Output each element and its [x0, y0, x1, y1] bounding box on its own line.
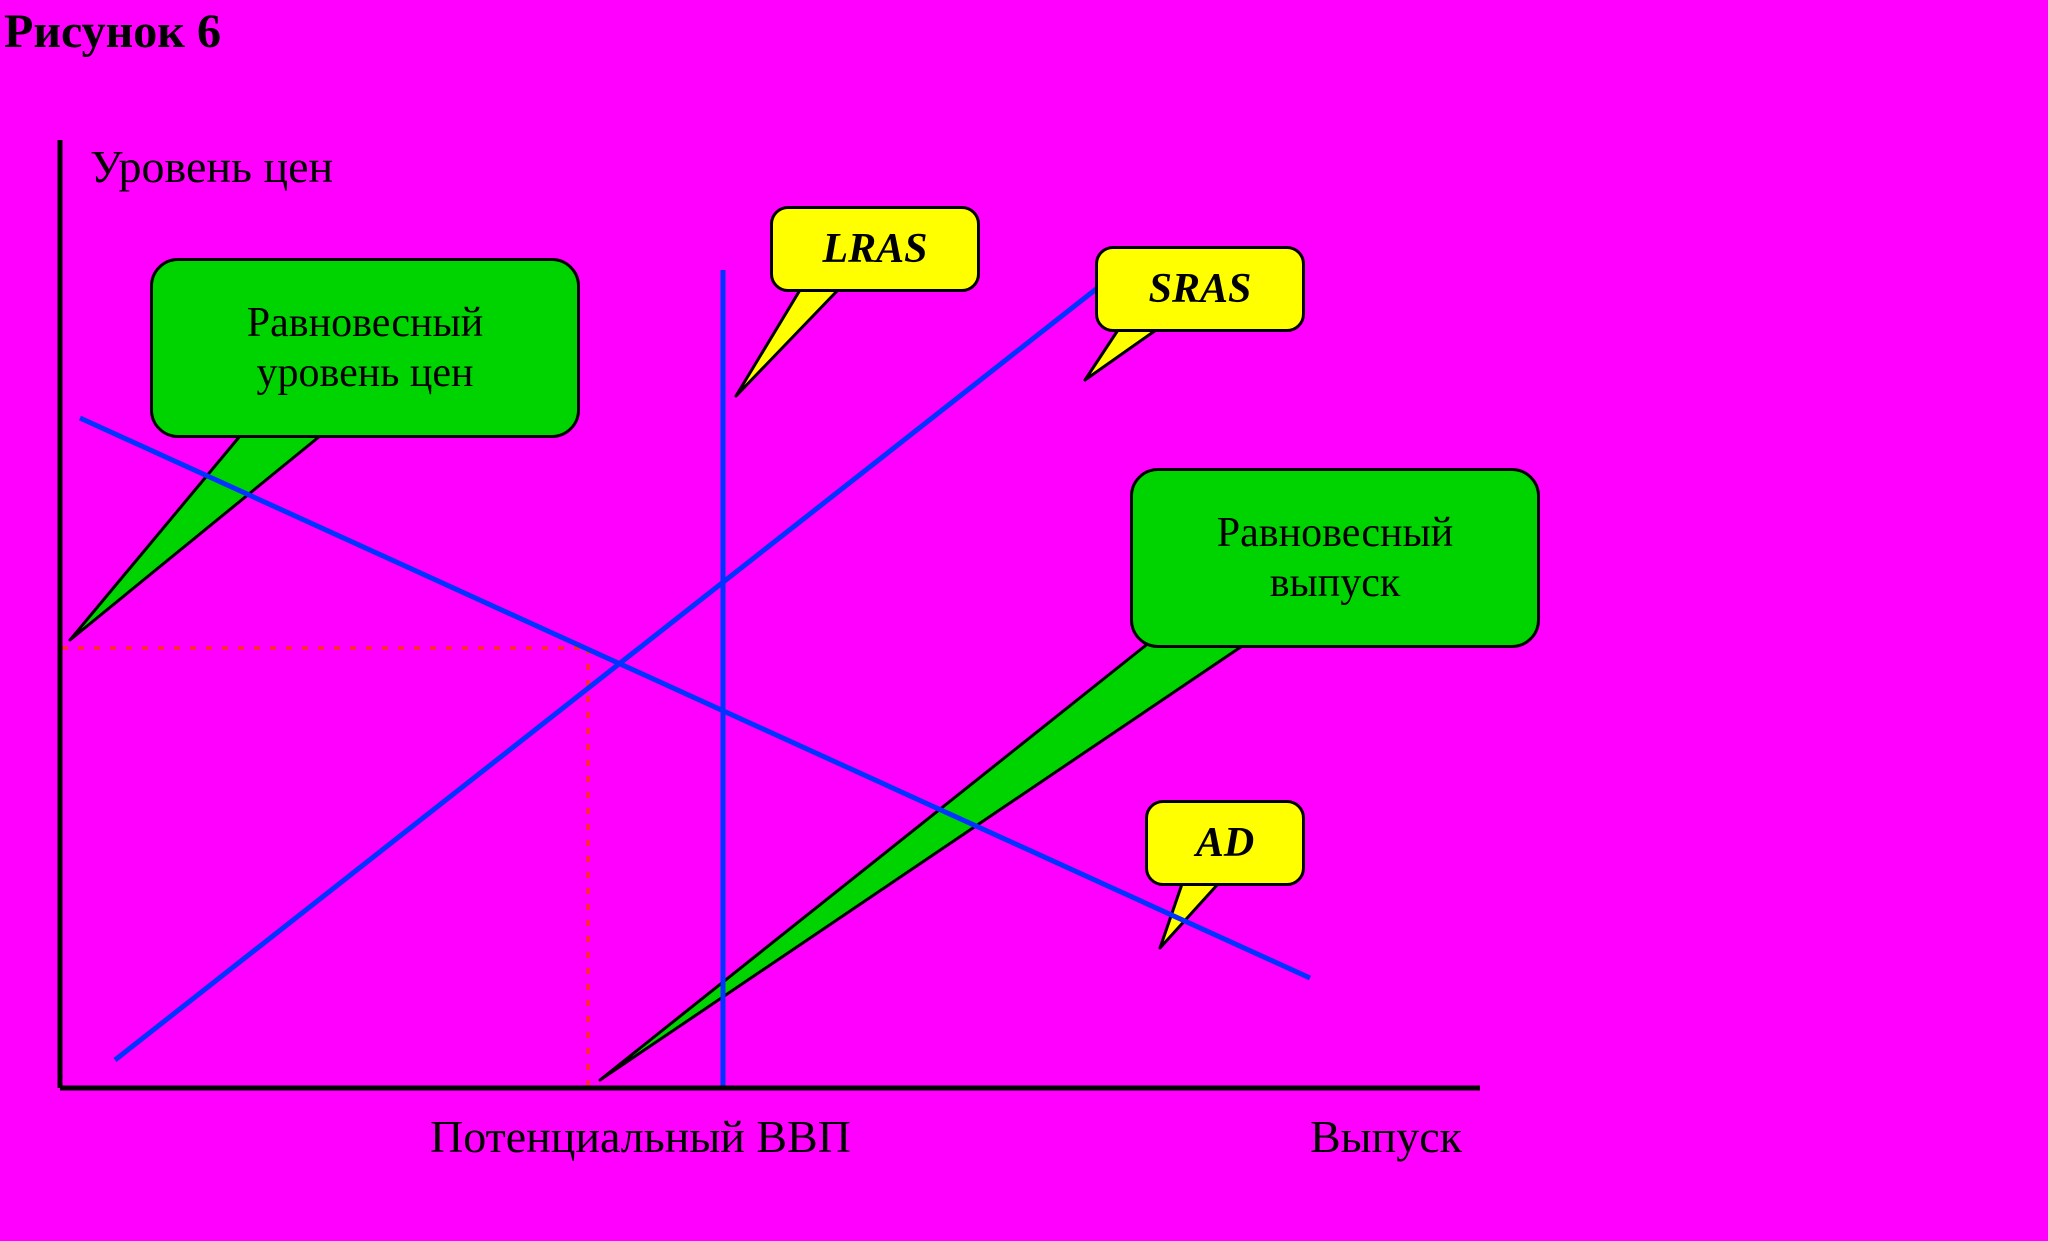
callout-line: Равновесный: [247, 298, 483, 348]
figure-title: Рисунок 6: [4, 4, 221, 59]
diagram-stage: Рисунок 6 Уровень цен Выпуск Потенциальн…: [0, 0, 2048, 1241]
callout-lras-label: LRAS: [770, 206, 980, 292]
callout-equilibrium-price-level: Равновесный уровень цен: [150, 258, 580, 438]
callout-line: выпуск: [1270, 558, 1401, 608]
callout-ad-label: AD: [1145, 800, 1305, 886]
y-axis-label: Уровень цен: [90, 140, 333, 193]
potential-gdp-label: Потенциальный ВВП: [430, 1110, 851, 1163]
callout-equilibrium-output: Равновесный выпуск: [1130, 468, 1540, 648]
callout-line: Равновесный: [1217, 508, 1453, 558]
x-axis-label: Выпуск: [1310, 1110, 1462, 1163]
callout-sras-label: SRAS: [1095, 246, 1305, 332]
callout-line: уровень цен: [257, 348, 474, 398]
